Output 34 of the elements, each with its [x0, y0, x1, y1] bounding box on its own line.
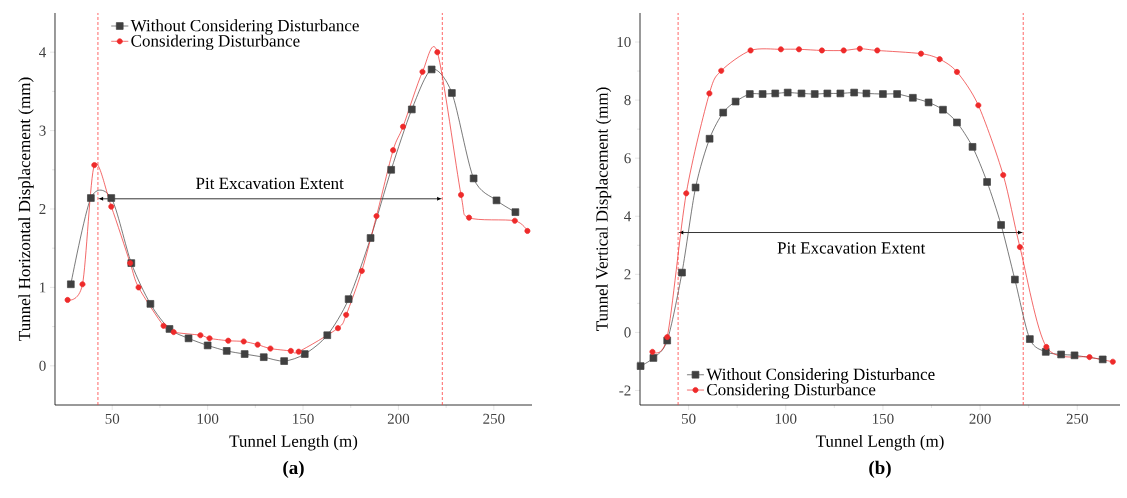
text: (b) — [869, 460, 891, 478]
legend-label: Considering Disturbance — [707, 383, 876, 399]
y-tick-label: -2 — [619, 385, 631, 396]
x-tick-label: 100 — [197, 413, 219, 424]
x-tick-label: 50 — [105, 413, 120, 424]
x-axis-title: Tunnel Length (m) — [229, 434, 358, 451]
y-tick-label: 4 — [624, 211, 632, 222]
y-tick-label: 0 — [39, 360, 46, 371]
x-tick-label: 200 — [969, 413, 991, 424]
x-tick-label: 100 — [775, 413, 797, 424]
y-tick-label: 2 — [39, 204, 46, 214]
y-tick-label: 8 — [624, 95, 631, 106]
legend-label: Without Considering Disturbance — [706, 368, 935, 384]
x-tick-label: 250 — [483, 413, 505, 424]
x-tick-label: 200 — [387, 413, 410, 424]
text: (a) — [283, 460, 304, 478]
y-axis-title: Tunnel Vertical Displacement (mm) — [595, 87, 612, 331]
x-tick-label: 50 — [681, 413, 696, 424]
y-tick-label: 3 — [39, 125, 46, 136]
annotation: Pit Excavation Extent — [777, 242, 926, 254]
y-tick-label: 10 — [617, 36, 631, 48]
y-axis-title: Tunnel Horizontal Displacement (mm) — [18, 77, 34, 341]
x-tick-label: 150 — [293, 413, 314, 424]
y-tick-label: 0 — [624, 327, 631, 338]
x-tick-label: 150 — [872, 413, 894, 424]
x-axis-title: Tunnel Length (m) — [815, 434, 944, 451]
y-tick-label: 4 — [39, 47, 47, 58]
legend-label: Without Considering Disturbance — [130, 19, 359, 35]
x-tick-label: 250 — [1066, 413, 1088, 424]
y-tick-label: 2 — [624, 269, 631, 280]
y-tick-label: 1 — [40, 282, 46, 293]
annotation: Pit Excavation Extent — [196, 177, 344, 190]
y-tick-label: 6 — [624, 153, 631, 164]
legend-label: Considering Disturbance — [131, 34, 300, 51]
